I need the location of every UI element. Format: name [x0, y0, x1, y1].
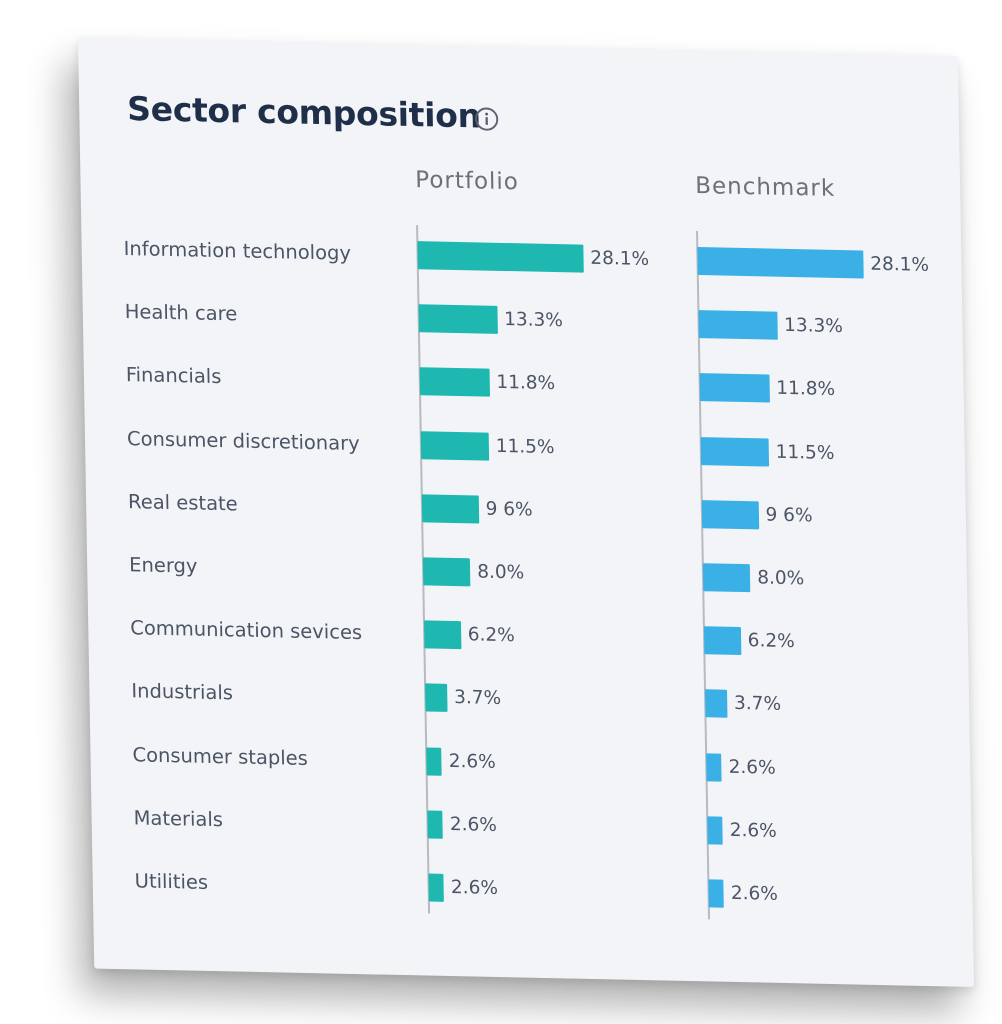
portfolio-value-label: 8.0% — [477, 561, 525, 584]
chart-title: Sector composition — [126, 89, 482, 136]
category-label: Utilities — [134, 869, 209, 894]
benchmark-value-label: 2.6% — [728, 756, 776, 779]
benchmark-value-label: 2.6% — [729, 819, 777, 842]
portfolio-value-label: 11.8% — [496, 372, 556, 395]
portfolio-bar — [423, 620, 462, 650]
benchmark-value-label: 13.3% — [783, 315, 844, 338]
benchmark-value-label: 2.6% — [730, 882, 779, 905]
benchmark-bar — [703, 626, 741, 656]
benchmark-value-label: 11.5% — [775, 441, 835, 464]
benchmark-value-label: 6.2% — [747, 630, 795, 653]
category-label: Real estate — [127, 489, 238, 516]
portfolio-bar — [425, 683, 448, 713]
portfolio-bar — [428, 873, 445, 902]
portfolio-value-label: 28.1% — [590, 247, 650, 271]
benchmark-value-label: 9 6% — [765, 504, 813, 527]
info-icon[interactable] — [474, 106, 499, 132]
category-label: Communication sevices — [130, 616, 363, 645]
category-label: Financials — [125, 363, 222, 389]
category-label: Consumer staples — [132, 742, 308, 770]
benchmark-column-header: Benchmark — [694, 172, 836, 202]
portfolio-column-header: Portfolio — [415, 167, 520, 196]
sector-composition-card: Sector composition Portfolio Benchmark I… — [78, 38, 975, 987]
benchmark-bar — [702, 563, 751, 593]
portfolio-bar — [418, 304, 498, 335]
portfolio-value-label: 11.5% — [495, 435, 555, 458]
portfolio-bar — [427, 810, 444, 839]
benchmark-bar — [708, 879, 725, 908]
category-label: Information technology — [123, 236, 352, 265]
portfolio-bar — [422, 557, 471, 587]
portfolio-bar — [417, 241, 584, 273]
benchmark-bar — [701, 499, 759, 530]
portfolio-value-label: 2.6% — [450, 876, 499, 899]
benchmark-bar — [699, 373, 770, 403]
portfolio-value-label: 2.6% — [448, 750, 496, 773]
portfolio-bar — [420, 430, 490, 461]
benchmark-bar — [707, 816, 724, 845]
portfolio-value-label: 13.3% — [503, 309, 564, 332]
portfolio-value-label: 3.7% — [453, 687, 502, 710]
benchmark-bar — [700, 436, 769, 467]
category-label: Consumer discretionary — [126, 426, 360, 455]
chart-rows: Information technology 28.1% 28.1% Health c… — [78, 38, 958, 920]
portfolio-value-label: 2.6% — [449, 813, 498, 836]
portfolio-bar — [421, 494, 479, 524]
portfolio-bar — [419, 367, 490, 398]
category-label: Materials — [133, 806, 224, 832]
portfolio-bar — [426, 747, 442, 776]
benchmark-bar — [698, 310, 778, 340]
portfolio-value-label: 6.2% — [467, 624, 515, 647]
category-label: Energy — [128, 553, 198, 578]
benchmark-value-label: 3.7% — [733, 693, 782, 716]
benchmark-value-label: 11.8% — [776, 378, 836, 401]
category-label: Industrials — [131, 679, 234, 705]
portfolio-value-label: 9 6% — [485, 498, 533, 521]
benchmark-value-label: 28.1% — [870, 253, 930, 276]
benchmark-bar — [706, 752, 722, 782]
category-label: Health care — [124, 300, 238, 326]
benchmark-bar — [705, 689, 728, 719]
benchmark-bar — [697, 247, 864, 279]
benchmark-value-label: 8.0% — [757, 567, 805, 590]
